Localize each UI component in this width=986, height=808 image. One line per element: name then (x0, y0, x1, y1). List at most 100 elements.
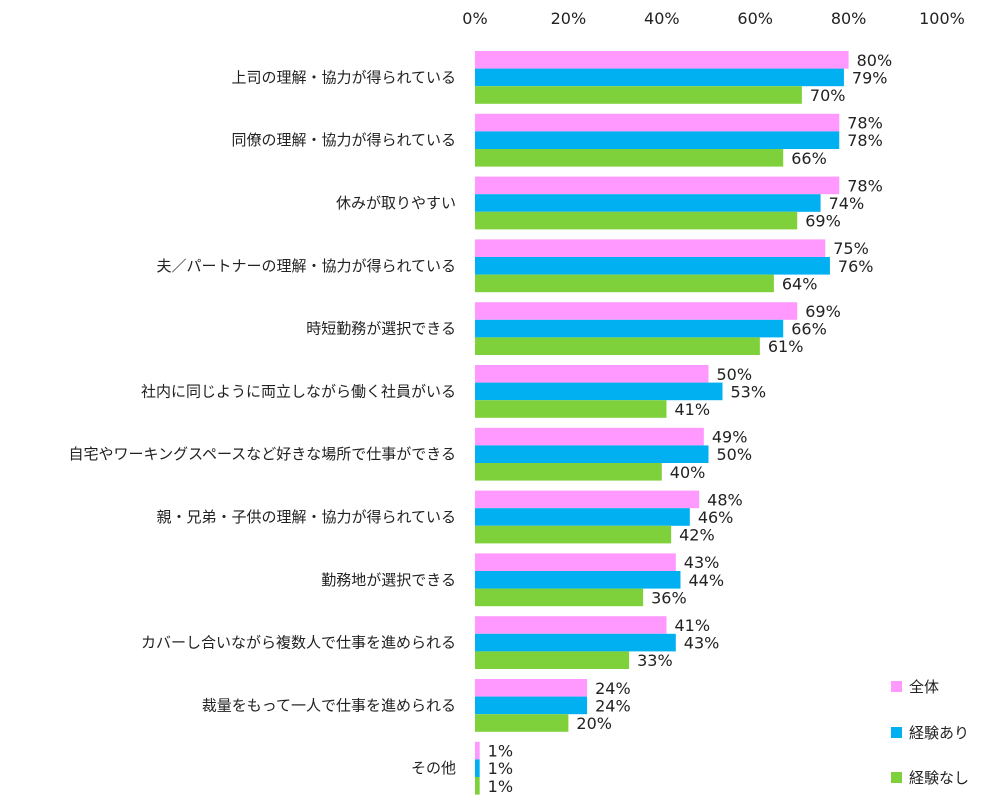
legend-swatch (891, 681, 902, 692)
value-label: 1% (488, 759, 513, 778)
x-tick-label: 40% (644, 9, 680, 28)
value-label: 42% (679, 526, 715, 545)
value-label: 46% (698, 508, 734, 527)
x-tick-label: 0% (462, 9, 487, 28)
category-label: 自宅やワーキングスペースなど好きな場所で仕事ができる (69, 445, 456, 463)
category-label: その他 (411, 759, 456, 777)
bar-all (475, 490, 700, 509)
value-label: 1% (488, 777, 513, 796)
bars (475, 51, 849, 795)
category-label: 同僚の理解・協力が得られている (231, 131, 456, 149)
category-label: 裁量をもって一人で仕事を進められる (202, 696, 456, 714)
value-labels: 80%78%78%75%69%50%49%48%43%41%24%1%79%78… (488, 51, 892, 796)
bar-experienced (475, 445, 709, 463)
bar-inexperienced (475, 714, 569, 732)
value-label: 41% (674, 616, 710, 635)
value-label: 50% (717, 445, 753, 464)
x-tick-label: 100% (919, 9, 965, 28)
bar-experienced (475, 571, 681, 589)
value-label: 79% (852, 68, 888, 87)
category-label: 休みが取りやすい (336, 194, 456, 212)
value-label: 74% (829, 194, 865, 213)
bar-all (475, 553, 676, 571)
value-label: 43% (684, 634, 720, 653)
bar-all (475, 741, 480, 760)
category-label: 社内に同じように両立しながら働く社員がいる (141, 382, 456, 400)
category-label: 勤務地が選択できる (321, 571, 456, 589)
bar-all (475, 679, 588, 697)
bar-inexperienced (475, 400, 667, 418)
legend-swatch (891, 772, 902, 783)
value-label: 36% (651, 588, 687, 607)
value-label: 53% (731, 382, 767, 401)
value-label: 49% (712, 428, 748, 447)
bar-experienced (475, 382, 723, 401)
value-label: 41% (674, 400, 710, 419)
bar-experienced (475, 68, 844, 87)
bar-all (475, 302, 798, 320)
legend-label: 経験なし (909, 769, 969, 787)
bar-experienced (475, 633, 676, 652)
value-label: 70% (810, 86, 846, 105)
bar-inexperienced (475, 211, 798, 230)
bar-inexperienced (475, 777, 480, 795)
value-label: 1% (488, 742, 513, 761)
bar-experienced (475, 194, 821, 212)
category-label: カバーし合いながら複数人で仕事を進められる (141, 634, 456, 652)
bar-all (475, 239, 826, 257)
value-label: 50% (717, 365, 753, 384)
bar-all (475, 427, 704, 446)
value-label: 33% (637, 651, 673, 670)
bar-all (475, 616, 667, 634)
bar-inexperienced (475, 525, 672, 544)
bar-experienced (475, 319, 784, 338)
x-axis-ticks: 0% 20% 40% 60% 80% 100% (462, 9, 965, 28)
bar-experienced (475, 131, 840, 149)
value-label: 75% (833, 239, 869, 258)
legend-label: 全体 (909, 678, 939, 696)
value-label: 80% (857, 51, 893, 70)
value-label: 44% (688, 571, 724, 590)
x-tick-label: 60% (737, 9, 773, 28)
value-label: 61% (768, 337, 804, 356)
value-label: 66% (791, 149, 827, 168)
bar-inexperienced (475, 86, 802, 104)
value-label: 78% (847, 114, 883, 133)
bar-inexperienced (475, 149, 784, 167)
bar-experienced (475, 257, 830, 275)
value-label: 76% (838, 257, 874, 276)
bar-all (475, 113, 840, 132)
bar-inexperienced (475, 588, 644, 607)
bar-experienced (475, 759, 480, 777)
bar-inexperienced (475, 337, 760, 355)
x-tick-label: 20% (551, 9, 587, 28)
bar-inexperienced (475, 274, 774, 293)
value-label: 78% (847, 131, 883, 150)
bar-all (475, 51, 849, 69)
value-label: 24% (595, 679, 631, 698)
bar-inexperienced (475, 463, 662, 481)
value-label: 69% (805, 212, 841, 231)
value-label: 48% (707, 490, 743, 509)
value-label: 24% (595, 696, 631, 715)
category-label: 上司の理解・協力が得られている (231, 68, 456, 86)
value-label: 66% (791, 320, 827, 339)
category-label: 親・兄弟・子供の理解・協力が得られている (156, 508, 456, 526)
category-label: 時短勤務が選択できる (306, 320, 456, 338)
x-tick-label: 80% (831, 9, 867, 28)
category-label: 夫／パートナーの理解・協力が得られている (156, 257, 456, 275)
legend-swatch (891, 727, 902, 738)
value-label: 40% (670, 463, 706, 482)
value-label: 20% (576, 714, 612, 733)
bar-all (475, 176, 840, 195)
category-labels: 上司の理解・協力が得られている同僚の理解・協力が得られている休みが取りやすい夫／… (69, 68, 456, 777)
value-label: 69% (805, 302, 841, 321)
bar-experienced (475, 696, 588, 715)
value-label: 43% (684, 553, 720, 572)
value-label: 64% (782, 274, 818, 293)
bar-all (475, 365, 709, 383)
legend-label: 経験あり (909, 724, 969, 742)
bar-inexperienced (475, 651, 630, 669)
